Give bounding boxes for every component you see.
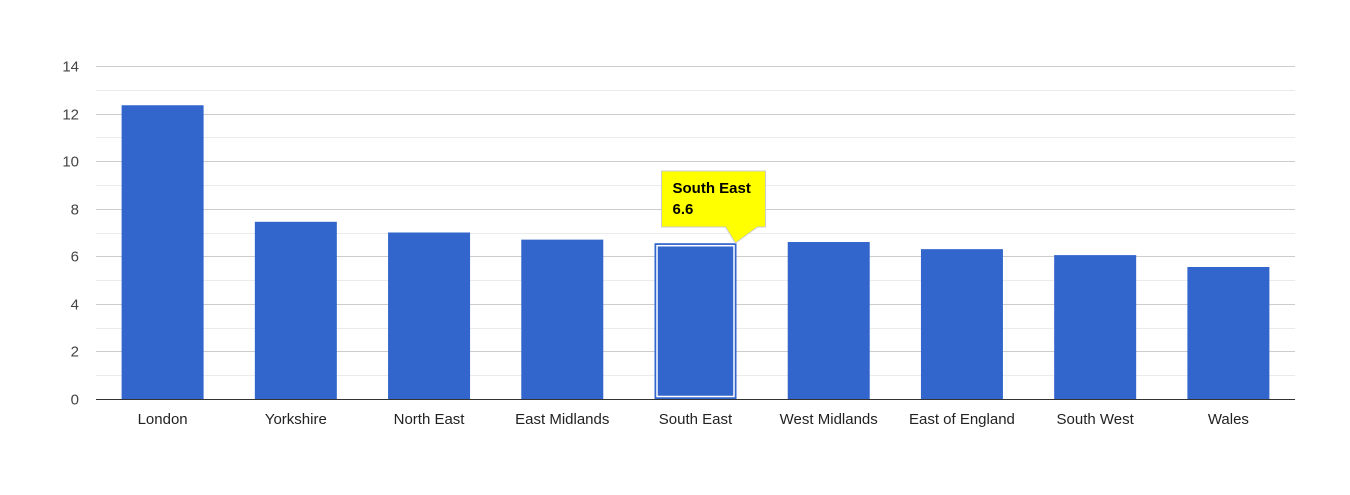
- x-tick-label: East of England: [909, 411, 1015, 428]
- bar-south-west[interactable]: [1054, 255, 1137, 399]
- tooltip-value: 6.6: [673, 201, 694, 218]
- tooltip-layer: South East 6.6: [661, 170, 766, 244]
- bar-east-midlands[interactable]: [521, 239, 604, 399]
- x-tick-label: North East: [394, 411, 466, 428]
- bar-yorkshire[interactable]: [254, 221, 337, 399]
- bar-west-midlands[interactable]: [787, 242, 870, 399]
- bars-layer: [121, 105, 1270, 400]
- x-tick-label: South East: [659, 411, 733, 428]
- y-tick-label: 6: [71, 249, 79, 266]
- x-tick-label: South West: [1057, 411, 1135, 428]
- x-tick-label: Yorkshire: [265, 411, 327, 428]
- tooltip-box: [661, 170, 766, 244]
- bar-wales[interactable]: [1187, 266, 1270, 399]
- y-tick-label: 10: [62, 154, 79, 171]
- bar-south-east[interactable]: [654, 243, 737, 399]
- x-tick-label: London: [138, 411, 188, 428]
- bar-east-of-england[interactable]: [920, 249, 1003, 399]
- y-tick-label: 2: [71, 344, 79, 361]
- bar-north-east[interactable]: [388, 232, 471, 400]
- bar-london[interactable]: [121, 105, 204, 399]
- y-tick-label: 12: [62, 107, 79, 124]
- y-tick-label: 4: [71, 297, 79, 314]
- x-tick-label: East Midlands: [515, 411, 609, 428]
- y-tick-label: 14: [62, 59, 79, 76]
- tooltip-category: South East: [673, 180, 751, 197]
- axis-layer: 0 2 4 6 8 10 12 14 London Yorkshire North East East…: [62, 59, 1295, 428]
- y-tick-label: 0: [71, 392, 79, 409]
- y-tick-label: 8: [71, 202, 79, 219]
- bar-highlight-outline: [656, 244, 735, 398]
- x-tick-label: West Midlands: [780, 411, 878, 428]
- x-tick-label: Wales: [1208, 411, 1249, 428]
